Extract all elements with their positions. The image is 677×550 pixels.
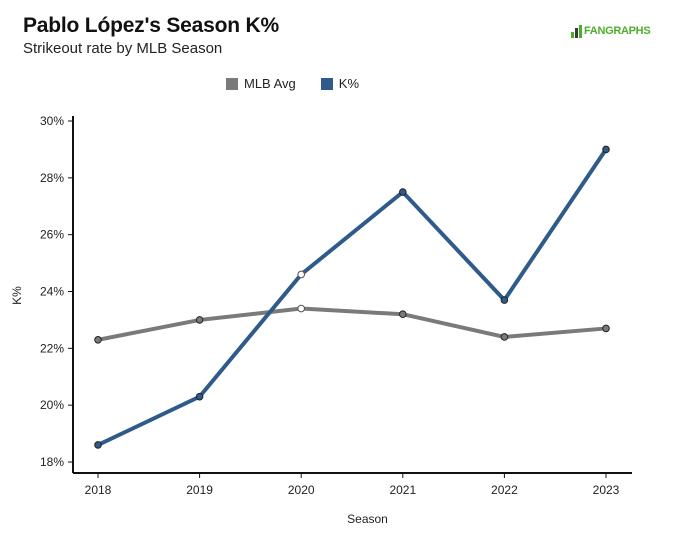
y-tick-label: 24%	[40, 285, 64, 299]
chart-series-layer	[94, 145, 610, 449]
x-tick-label: 2018	[85, 483, 112, 497]
fangraphs-logo: FANGRAPHS	[571, 23, 651, 39]
data-point-k	[94, 441, 102, 449]
data-point-k	[500, 296, 509, 304]
data-point-k	[602, 145, 610, 154]
legend-swatch-mlb-avg	[226, 77, 238, 90]
series-line-mlb-avg	[97, 306, 607, 342]
y-tick-label: 30%	[40, 114, 64, 128]
data-point-k	[195, 392, 204, 401]
legend: MLB Avg K%	[226, 76, 384, 91]
data-point-k	[399, 188, 407, 196]
chart-subtitle: Strikeout rate by MLB Season	[23, 40, 223, 57]
x-tick-label: 2021	[389, 483, 416, 497]
x-tick-label: 2020	[288, 483, 315, 497]
data-point-mlb-avg	[195, 316, 204, 324]
chart-axes: 18% 20% 22% 24% 26% 28% 30% 2018 2019 2020 2021 202…	[10, 114, 632, 526]
fangraphs-logo-icon	[571, 24, 582, 38]
y-tick-label: 26%	[40, 228, 64, 242]
series-line-k	[97, 148, 608, 447]
data-point-mlb-avg	[94, 336, 102, 344]
x-tick-label: 2019	[186, 483, 213, 497]
chart-title: Pablo López's Season K%	[23, 14, 279, 37]
y-axis-title: K%	[10, 286, 24, 305]
legend-swatch-k-pct	[320, 77, 333, 90]
fangraphs-logo-text: FANGRAPHS	[584, 25, 651, 37]
x-axis-title: Season	[347, 512, 388, 526]
data-point-mlb-avg	[297, 304, 306, 313]
data-point-k	[297, 270, 306, 279]
data-point-mlb-avg	[602, 324, 610, 333]
y-tick-label: 28%	[40, 171, 64, 185]
data-point-mlb-avg	[399, 310, 407, 319]
legend-item-k-pct[interactable]: K%	[320, 76, 360, 91]
data-point-mlb-avg	[500, 333, 509, 341]
legend-label-mlb-avg: MLB Avg	[244, 76, 296, 91]
x-tick-label: 2023	[593, 483, 620, 497]
legend-item-mlb-avg[interactable]: MLB Avg	[226, 76, 296, 91]
y-tick-label: 22%	[40, 341, 64, 355]
legend-label-k-pct: K%	[338, 76, 360, 91]
y-tick-label: 18%	[40, 455, 64, 469]
y-tick-label: 20%	[40, 398, 64, 412]
x-tick-label: 2022	[491, 483, 518, 497]
